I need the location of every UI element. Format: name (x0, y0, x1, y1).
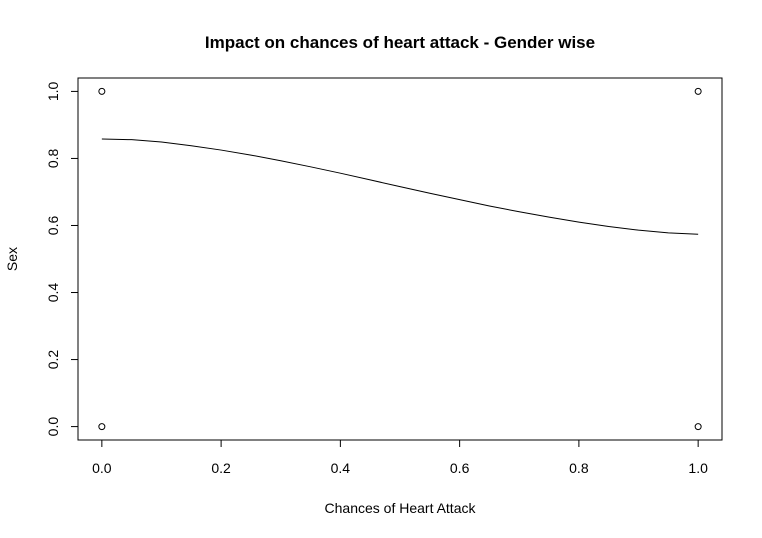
y-tick-label: 0.6 (45, 216, 61, 236)
x-tick-label: 0.2 (211, 460, 231, 476)
x-tick-label: 0.0 (92, 460, 112, 476)
y-tick-label: 0.0 (45, 417, 61, 437)
x-tick-label: 0.8 (569, 460, 589, 476)
y-tick-label: 0.8 (45, 149, 61, 169)
chart-title: Impact on chances of heart attack - Gend… (205, 33, 595, 52)
y-axis-label: Sex (4, 247, 20, 271)
data-point (694, 87, 702, 95)
data-point (694, 423, 702, 431)
smooth-curve (101, 138, 699, 235)
x-axis: 0.0 0.2 0.4 0.6 0.8 1.0 (92, 439, 708, 476)
x-tick-label: 0.6 (450, 460, 470, 476)
plot-frame (77, 77, 723, 441)
y-axis: 0.0 0.2 0.4 0.6 0.8 1.0 (45, 81, 79, 437)
plot-content (98, 87, 702, 431)
data-point (98, 423, 106, 431)
y-tick-label: 0.2 (45, 350, 61, 370)
x-tick-label: 1.0 (688, 460, 708, 476)
y-tick-label: 0.4 (45, 283, 61, 303)
x-axis-label: Chances of Heart Attack (325, 500, 477, 516)
data-point (98, 87, 106, 95)
y-tick-label: 1.0 (45, 81, 61, 101)
x-tick-label: 0.4 (331, 460, 351, 476)
